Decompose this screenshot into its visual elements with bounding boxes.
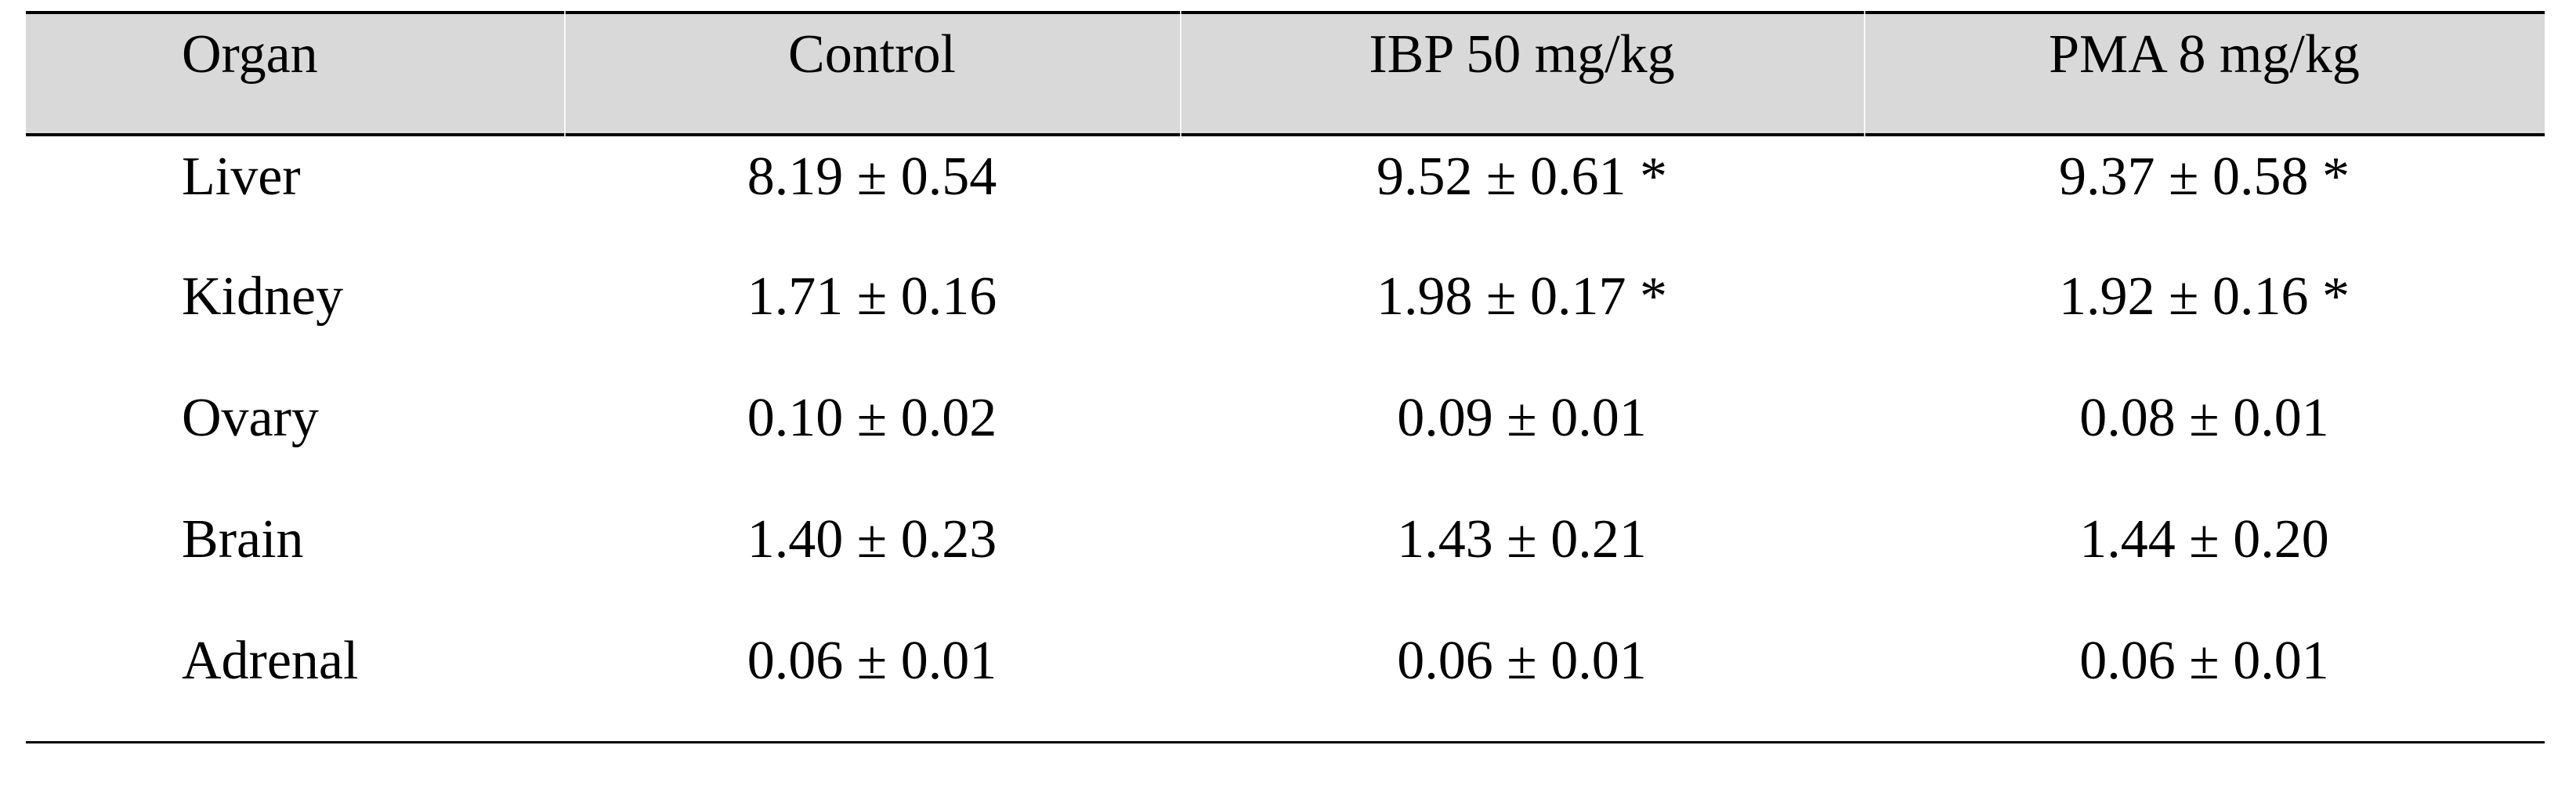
cell-kidney-control: 1.71 ± 0.16 — [747, 266, 997, 327]
cell-brain-pma: 1.44 ± 0.20 — [2079, 509, 2329, 570]
bottom-rule-notch — [1180, 747, 1181, 749]
cell-kidney-pma: 1.92 ± 0.16 * — [2059, 266, 2350, 327]
cell-adrenal-organ: Adrenal — [26, 620, 564, 743]
column-header-pma: PMA 8 mg/kg — [1864, 13, 2545, 136]
column-header-ibp: IBP 50 mg/kg — [1180, 13, 1864, 136]
cell-adrenal-control: 0.06 ± 0.01 — [564, 620, 1180, 743]
cell-ovary-ibp: 0.09 ± 0.01 — [1397, 388, 1647, 448]
organ-weights-table: Organ Control IBP 50 mg/kg PMA 8 mg/kg L… — [26, 11, 2545, 743]
table-row-kidney: Kidney 1.71 ± 0.16 1.98 ± 0.17 * 1.92 ± … — [26, 256, 2545, 378]
cell-kidney-ibp: 1.98 ± 0.17 * — [1377, 266, 1667, 327]
cell-brain-organ: Brain — [182, 509, 304, 570]
column-header-organ: Organ — [26, 13, 564, 136]
column-header-control: Control — [564, 13, 1180, 136]
cell-brain-ibp: 1.43 ± 0.21 — [1397, 509, 1647, 570]
table-row-liver: Liver 8.19 ± 0.54 9.52 ± 0.61 * 9.37 ± 0… — [26, 135, 2545, 256]
cell-adrenal-ibp: 0.06 ± 0.01 — [1180, 620, 1864, 743]
cell-ovary-pma: 0.08 ± 0.01 — [2079, 388, 2329, 448]
organ-weights-table-container: Organ Control IBP 50 mg/kg PMA 8 mg/kg L… — [26, 11, 2545, 749]
table-header: Organ Control IBP 50 mg/kg PMA 8 mg/kg — [26, 13, 2545, 136]
table-row-brain: Brain 1.40 ± 0.23 1.43 ± 0.21 1.44 ± 0.2… — [26, 499, 2545, 620]
table-body: Liver 8.19 ± 0.54 9.52 ± 0.61 * 9.37 ± 0… — [26, 135, 2545, 743]
table-row-ovary: Ovary 0.10 ± 0.02 0.09 ± 0.01 0.08 ± 0.0… — [26, 378, 2545, 499]
cell-brain-control: 1.40 ± 0.23 — [747, 509, 997, 570]
cell-ovary-control: 0.10 ± 0.02 — [747, 388, 997, 448]
cell-ovary-organ: Ovary — [182, 388, 319, 448]
cell-liver-organ: Liver — [182, 147, 301, 207]
cell-liver-ibp: 9.52 ± 0.61 * — [1377, 147, 1667, 207]
cell-liver-control: 8.19 ± 0.54 — [747, 147, 997, 207]
cell-liver-pma: 9.37 ± 0.58 * — [2059, 147, 2350, 207]
bottom-rule-notch — [1864, 747, 1865, 749]
cell-adrenal-pma: 0.06 ± 0.01 — [1864, 620, 2545, 743]
cell-kidney-organ: Kidney — [182, 266, 344, 327]
table-row-adrenal: Adrenal 0.06 ± 0.01 0.06 ± 0.01 0.06 ± 0… — [26, 620, 2545, 743]
bottom-rule-notch — [564, 747, 566, 749]
header-row: Organ Control IBP 50 mg/kg PMA 8 mg/kg — [26, 13, 2545, 136]
